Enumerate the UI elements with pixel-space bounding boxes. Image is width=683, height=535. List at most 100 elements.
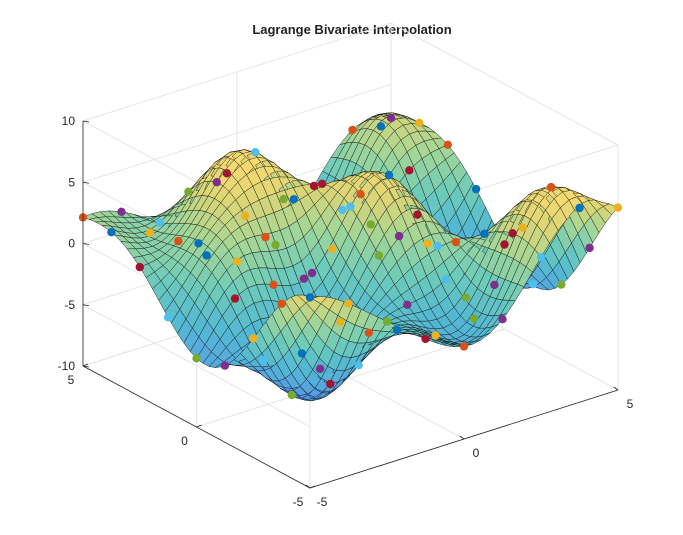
interpolation-node [307,268,317,278]
interpolation-node [194,239,203,248]
interpolation-node [315,364,325,373]
interpolation-node [374,251,384,260]
z-tick-label: 5 [68,175,75,189]
z-tick-label: -10 [58,359,76,373]
interpolation-node [415,118,424,128]
interpolation-node [299,274,309,283]
interpolation-node [366,220,375,229]
interpolation-node [386,113,396,123]
interpolation-node [508,229,517,238]
interpolation-node [163,313,173,322]
interpolation-node [382,317,392,326]
interpolation-node [328,244,337,253]
interpolation-node [500,240,509,249]
interpolation-node [317,179,327,188]
y-tick [196,424,202,428]
z-tick-label: 10 [62,114,76,128]
interpolation-node [423,239,432,248]
interpolation-node [117,207,126,216]
y-tick [82,363,89,367]
interpolation-node [259,356,268,365]
box-edge [390,22,619,146]
interpolation-node [480,229,489,238]
interpolation-node [546,182,556,192]
z-tick [82,243,90,245]
interpolation-node [433,242,442,251]
interpolation-node [220,361,230,370]
axes: -10 -5 0 5 10 -5 0 5 -5 0 5 [58,114,634,509]
interpolation-node [155,218,165,228]
x-tick-label: 0 [473,446,480,460]
interpolation-node [249,334,258,343]
interpolation-node [230,294,240,303]
interpolation-node [297,349,307,358]
interpolation-node [261,232,270,242]
interpolation-node [490,280,499,290]
z-tick-label: 0 [68,237,75,251]
interpolation-node [443,140,452,149]
interpolation-node [232,257,242,266]
interpolation-node [376,122,386,131]
interpolation-node [528,280,538,289]
interpolation-node [287,390,296,400]
chart-title: Lagrange Bivariate Interpolation [252,22,451,37]
interpolation-node [431,331,440,340]
interpolation-node [240,211,250,221]
interpolation-node [403,300,412,309]
interpolation-node [279,194,288,204]
interpolation-node [269,280,278,289]
interpolation-node [413,210,422,219]
interpolation-node [356,190,365,199]
interpolation-node [338,205,347,215]
x-tick-label: -5 [317,495,328,509]
x-tick [459,435,465,440]
x-tick-label: 5 [627,397,634,411]
interpolation-node [348,125,357,135]
z-tick-label: -5 [64,298,75,312]
interpolation-node [107,228,116,237]
y-tick [309,485,316,489]
interpolation-node [461,293,471,302]
interpolation-node [354,360,363,370]
interpolation-node [202,251,211,260]
interpolation-node [557,280,566,289]
z-tick [82,365,90,368]
y-tick-label: 5 [68,373,75,387]
interpolation-nodes [78,113,623,400]
interpolation-node [184,187,193,196]
interpolation-node [251,148,260,157]
interpolation-node [441,275,450,284]
interpolation-node [174,236,183,246]
interpolation-node [336,317,345,327]
interpolation-node [344,299,353,308]
interpolation-node [392,326,402,335]
interpolation-node [192,354,201,363]
interpolation-node [394,231,404,241]
y-tick-label: 0 [181,434,188,448]
y-tick-label: -5 [293,495,304,509]
z-tick [82,181,90,184]
interpolation-node [405,166,414,175]
interpolation-node [212,178,221,187]
interpolation-node [471,184,481,194]
interpolation-node [498,315,507,324]
interpolation-node [469,314,479,323]
interpolation-node [613,203,623,212]
z-tick [82,120,90,123]
interpolation-node [135,262,144,272]
x-tick [613,386,619,391]
z-tick [82,304,90,307]
interpolation-node [384,170,394,180]
interpolation-node [222,169,232,178]
interpolation-node [575,203,584,213]
interpolation-node [459,342,469,351]
interpolation-node [536,253,546,262]
interpolation-node [305,293,315,302]
interpolation-node [346,202,355,211]
interpolation-node [451,237,461,247]
interpolation-node [364,328,373,337]
interpolation-node [585,243,594,253]
interpolation-node [421,334,430,344]
